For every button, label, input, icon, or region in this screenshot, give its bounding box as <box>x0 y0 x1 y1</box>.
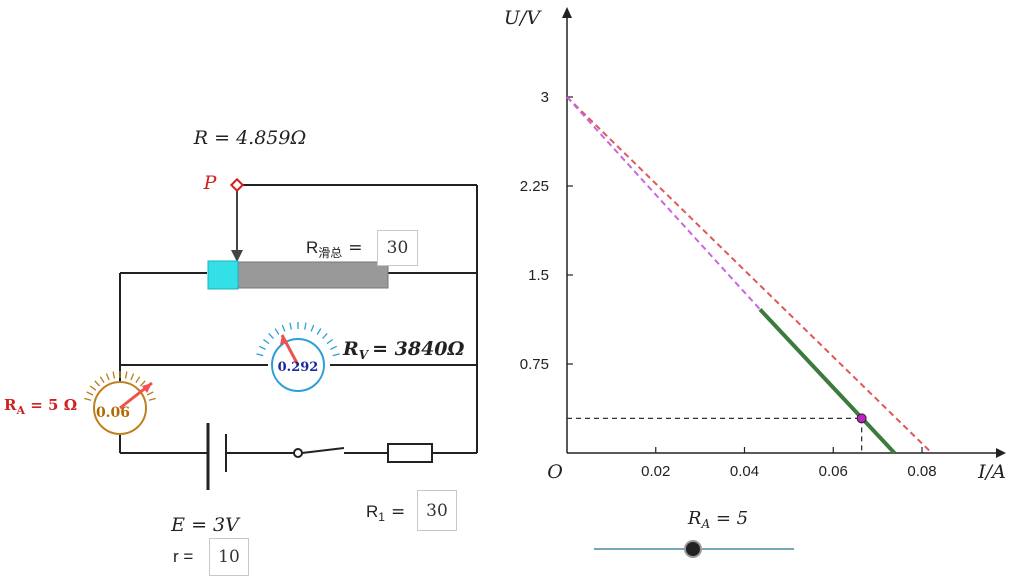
dial-tick <box>256 353 264 357</box>
voltmeter-needle-tip <box>280 335 288 345</box>
point-p-label: P <box>203 172 218 194</box>
resistance-readout: R = 4.859Ω <box>193 127 306 149</box>
switch-pivot <box>293 448 303 458</box>
dial-tick <box>274 328 280 335</box>
voltmeter-reading: 0.292 <box>278 360 319 375</box>
y-tick-label: 0.75 <box>520 356 549 373</box>
rheostat-body <box>237 261 389 289</box>
graph: 0.02 0.04 0.06 0.08 0.75 1.5 2.25 3 O I/A U/V <box>504 7 1006 483</box>
slider-contact <box>229 177 245 262</box>
dial-tick <box>112 371 116 379</box>
dial-tick <box>322 333 328 340</box>
x-tick-label: 0.06 <box>819 463 848 480</box>
rheostat-total-input[interactable]: 30 <box>377 230 418 266</box>
dial-tick <box>84 397 92 401</box>
switch-lever[interactable] <box>301 447 345 454</box>
resistor-r1 <box>387 443 433 463</box>
dial-tick <box>316 328 322 335</box>
x-tick-label: 0.04 <box>730 463 759 480</box>
y-axis-label: U/V <box>504 7 542 29</box>
dial-tick <box>105 373 110 381</box>
series-purple-dashed <box>566 96 761 311</box>
origin-label: O <box>547 461 563 483</box>
ra-slider[interactable]: RA = 5 <box>594 508 794 558</box>
r1-label: R1 = <box>366 502 405 524</box>
internal-resistance-input[interactable]: 10 <box>209 538 249 576</box>
operating-point[interactable] <box>856 413 867 424</box>
dial-tick <box>326 338 333 345</box>
y-tick-label: 1.5 <box>528 267 549 284</box>
r1-input[interactable]: 30 <box>417 490 457 531</box>
dial-tick <box>268 333 274 340</box>
rheostat-total-label: R滑总 = <box>306 238 363 260</box>
y-tick-label: 2.25 <box>520 178 549 195</box>
dial-tick <box>263 338 270 345</box>
emf-label: E = 3V <box>170 514 241 536</box>
dial-tick <box>310 324 315 332</box>
ammeter-resistance-label: RA = 5 Ω <box>4 396 77 417</box>
circuit-diagram <box>119 184 478 454</box>
x-tick-label: 0.08 <box>907 463 936 480</box>
dial-tick <box>330 345 338 350</box>
ammeter: 0.06 <box>84 371 156 435</box>
ammeter-needle-tip <box>142 383 152 393</box>
ra-slider-handle[interactable] <box>684 540 702 558</box>
ammeter-reading: 0.06 <box>96 405 130 421</box>
dial-tick <box>146 391 154 396</box>
x-axis-arrow-icon <box>996 448 1006 458</box>
y-axis-arrow-icon <box>562 7 572 18</box>
dial-tick <box>135 376 141 383</box>
dial-tick <box>130 373 135 381</box>
series-green-solid <box>758 308 896 455</box>
dial-tick <box>258 345 266 350</box>
dial-tick <box>304 322 307 330</box>
voltmeter-resistance-label: RV = 3840Ω <box>342 338 465 362</box>
ra-slider-label: RA = 5 <box>687 508 748 531</box>
series-red-dashed <box>566 96 933 454</box>
arrow-down-icon <box>231 250 243 262</box>
dial-tick <box>281 324 286 332</box>
dial-tick <box>289 322 292 330</box>
dial-tick <box>89 385 97 391</box>
voltmeter: 0.292 <box>256 322 340 392</box>
y-tick-label: 3 <box>541 89 549 106</box>
x-tick-label: 0.02 <box>641 463 670 480</box>
dial-tick <box>99 376 105 383</box>
dial-tick <box>332 353 340 357</box>
point-p-handle[interactable] <box>229 177 245 193</box>
dial-tick <box>124 371 128 379</box>
dial-tick <box>139 380 146 387</box>
x-axis-label: I/A <box>977 461 1006 483</box>
dial-tick <box>148 397 156 401</box>
internal-resistance-label: r = <box>173 547 193 566</box>
dial-tick <box>86 391 94 396</box>
dial-tick <box>94 380 101 387</box>
rheostat-slider-block[interactable] <box>207 260 239 290</box>
